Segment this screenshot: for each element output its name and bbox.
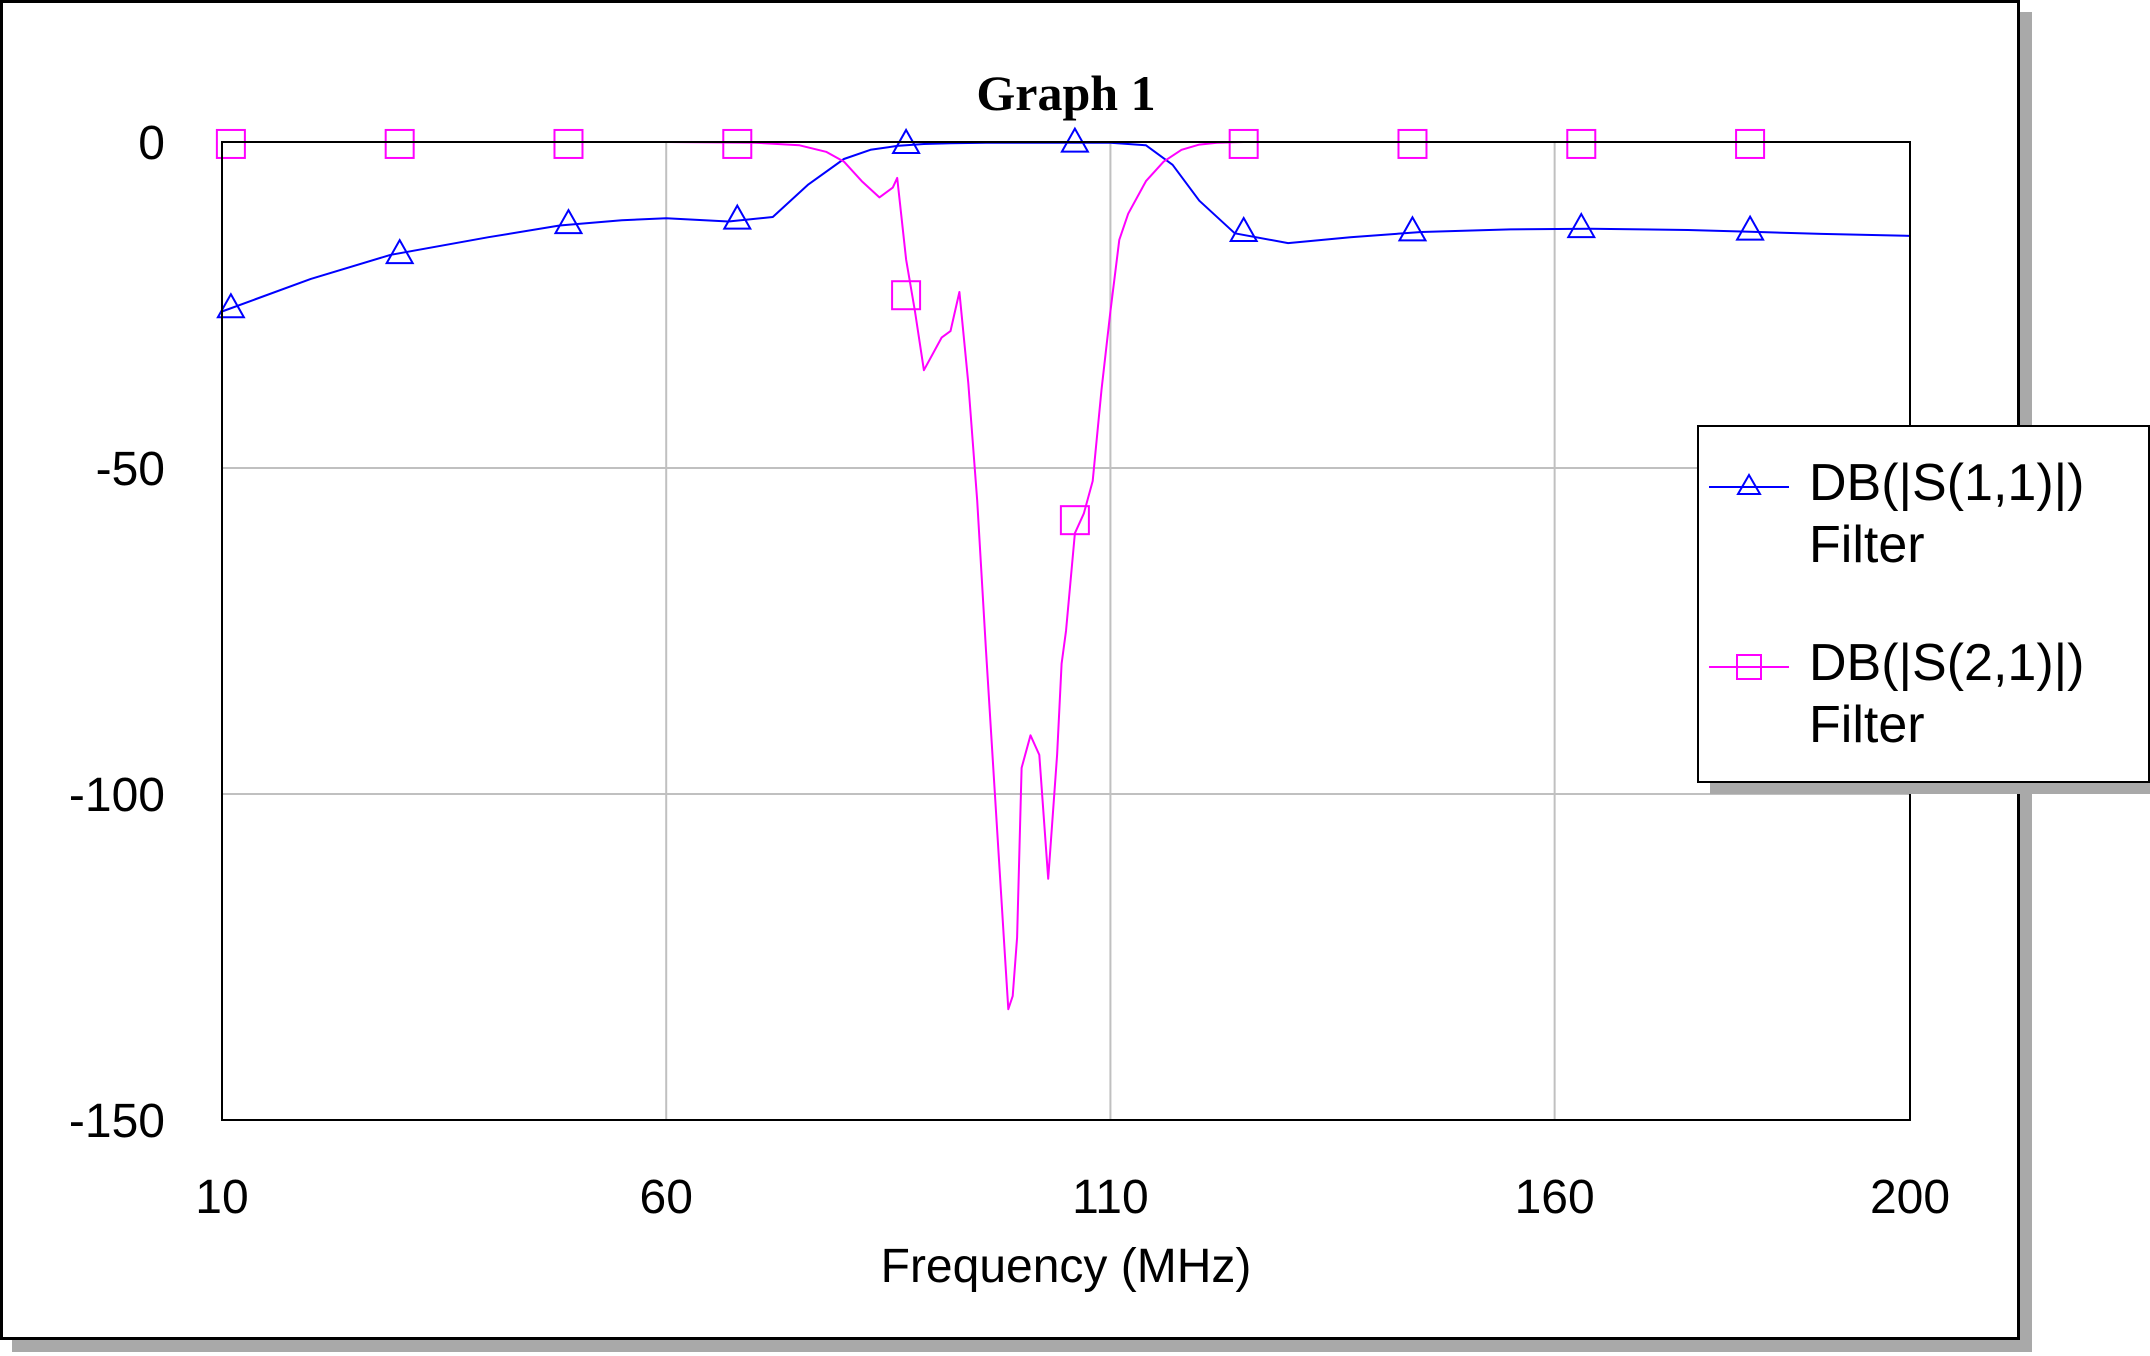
marker-square-s21 [215, 128, 246, 159]
marker-triangle-s11 [722, 203, 752, 230]
x-axis-label: Frequency (MHz) [881, 1240, 1252, 1293]
marker-triangle-s11 [1397, 215, 1428, 242]
marker-square-s21 [553, 128, 584, 159]
chart-title: Graph 1 [976, 65, 1155, 121]
legend-sublabel-s11: Filter [1809, 516, 1925, 574]
legend-entry-s21: DB(|S(2,1)|) Filter [1699, 625, 2148, 765]
legend-label-s21: DB(|S(2,1)|) [1809, 634, 2085, 692]
marker-triangle-s11 [1228, 215, 1259, 242]
series-layer [215, 126, 1911, 1011]
marker-square-s21 [1059, 505, 1090, 536]
marker-square-s21 [384, 128, 415, 159]
tick-labels: 10 60 110 160 200 0 -50 -100 -150 [69, 117, 1950, 1224]
y-tick-label: -50 [96, 443, 165, 496]
marker-triangle-s11 [1060, 126, 1090, 153]
legend-label-s11: DB(|S(1,1)|) [1809, 454, 2085, 512]
x-tick-label: 60 [640, 1171, 693, 1224]
marker-triangle-s11 [1735, 214, 1765, 241]
legend: DB(|S(1,1)|) Filter DB(|S(2,1)|) Filter [1697, 425, 2150, 783]
marker-square-s21 [1397, 128, 1428, 159]
legend-entry-s11: DB(|S(1,1)|) Filter [1699, 445, 2148, 585]
series-line-s21 [222, 141, 1910, 1011]
marker-square-s21 [891, 280, 922, 311]
marker-square-s21 [722, 128, 753, 159]
x-tick-label: 10 [195, 1171, 248, 1224]
marker-triangle-s11 [553, 208, 584, 235]
grid-lines [222, 142, 1910, 1120]
legend-sublabel-s21: Filter [1809, 696, 1925, 754]
marker-square-s21 [1566, 128, 1597, 159]
legend-swatch-s11 [1709, 473, 1789, 495]
marker-triangle-s11 [216, 292, 246, 319]
y-tick-label: -150 [69, 1095, 165, 1148]
y-tick-label: -100 [69, 769, 165, 822]
x-tick-label: 200 [1870, 1171, 1950, 1224]
marker-triangle-s11 [1566, 212, 1596, 239]
x-tick-label: 110 [1072, 1171, 1149, 1224]
marker-square-s21 [1735, 128, 1766, 159]
legend-swatch-s21 [1709, 654, 1789, 680]
y-tick-label: 0 [138, 117, 165, 170]
marker-triangle-s11 [384, 238, 415, 265]
marker-square-s21 [1228, 128, 1259, 159]
x-tick-label: 160 [1515, 1171, 1595, 1224]
